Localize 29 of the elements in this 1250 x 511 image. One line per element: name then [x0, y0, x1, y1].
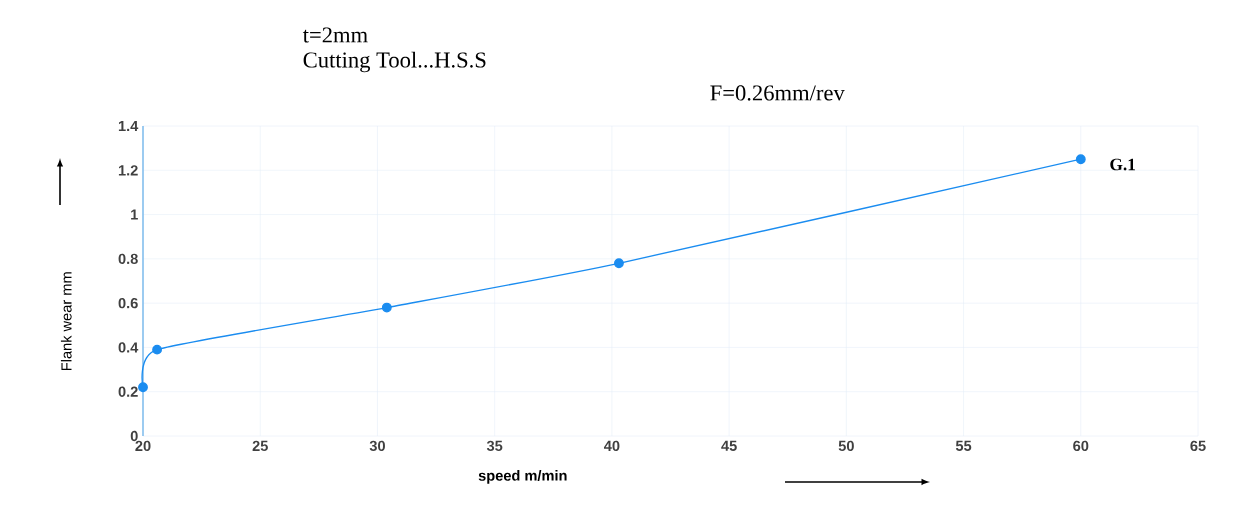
point [381, 302, 392, 313]
chart-subtitle: Cutting Tool...H.S.S [303, 51, 486, 73]
point [138, 382, 148, 393]
y-tick-label: 1 [131, 209, 138, 220]
y-tick-label: 0.6 [118, 297, 138, 309]
y-tick-label: 0 [130, 430, 138, 442]
x-tick-label: 65 [1190, 440, 1206, 452]
x-tick-label: 60 [1073, 440, 1089, 452]
chart-title: t=2mm [302, 27, 368, 43]
y-axis-title: Flank wear mm [60, 272, 72, 371]
x-tick-label: 50 [838, 440, 854, 452]
x-tick-label: 30 [369, 440, 385, 452]
text: F=0.26mm/rev [710, 85, 845, 101]
x-tick-label: 40 [604, 440, 620, 452]
x-tick-label: 25 [252, 440, 268, 452]
point [152, 344, 162, 355]
y-tick-label: 0.2 [118, 386, 138, 397]
y-tick-label: 0.8 [118, 253, 138, 265]
y-tick-label: 1.2 [118, 165, 138, 176]
x-axis-title: speed m/min [478, 470, 567, 484]
y-tick-label: 1.4 [118, 120, 139, 132]
series-label: G.1 [1110, 158, 1135, 171]
x-tick-label: 55 [955, 440, 972, 451]
x-tick-label: 45 [721, 440, 737, 451]
x-tick-label: 35 [486, 440, 503, 452]
x-tick-label: 20 [135, 440, 151, 452]
point [614, 258, 624, 269]
point [1075, 154, 1086, 165]
y-tick-label: 0.4 [118, 342, 139, 353]
